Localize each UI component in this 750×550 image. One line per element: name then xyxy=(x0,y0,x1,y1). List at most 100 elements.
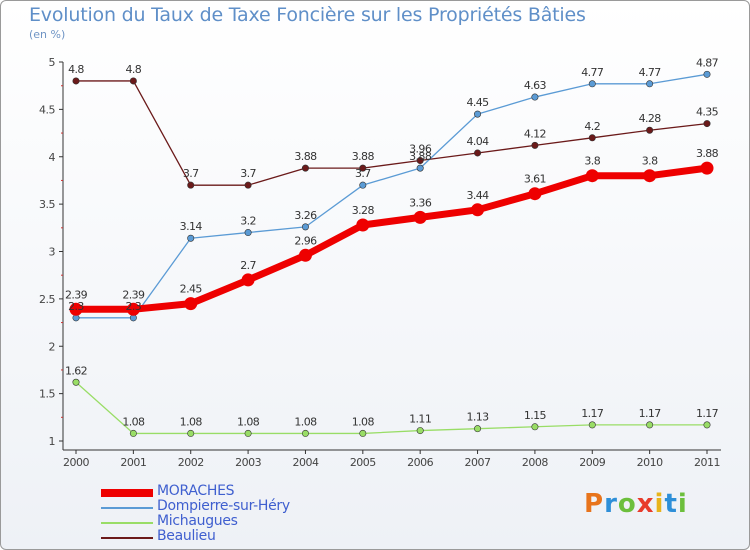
point-dompierre-sur-h-ry xyxy=(244,229,252,237)
data-label-michaugues: 1.62 xyxy=(65,364,87,377)
point-beaulieu xyxy=(703,120,711,128)
series-moraches xyxy=(69,161,714,316)
point-beaulieu xyxy=(129,77,137,85)
legend-item-moraches: MORACHES xyxy=(101,483,361,500)
x-tick-label: 2000 xyxy=(63,456,89,469)
data-label-michaugues: 1.08 xyxy=(352,415,375,428)
data-label-dompierre-sur-h-ry: 3.26 xyxy=(294,209,317,222)
data-label-moraches: 2.39 xyxy=(65,288,88,301)
point-beaulieu xyxy=(646,126,654,134)
point-michaugues xyxy=(646,421,654,429)
data-label-dompierre-sur-h-ry: 2.3 xyxy=(68,300,84,313)
data-label-michaugues: 1.08 xyxy=(180,415,203,428)
proxiti-logo: Proxiti xyxy=(584,489,688,519)
axes: 1 1.5 2 2.5 3 3.5 4 4.5 5 2000 2001 2002 2003 2004 200… xyxy=(39,56,721,469)
point-moraches xyxy=(528,187,542,201)
y-tick-label: 3 xyxy=(49,246,56,259)
series-dompierre-sur-h-ry xyxy=(72,70,711,322)
y-tick-label: 2.5 xyxy=(39,293,55,306)
data-label-michaugues: 1.08 xyxy=(122,415,145,428)
legend-label-dompierre: Dompierre-sur-Héry xyxy=(157,498,290,514)
x-tick-label: 2002 xyxy=(178,456,204,469)
data-label-beaulieu: 3.7 xyxy=(183,167,199,180)
point-beaulieu xyxy=(588,134,596,142)
legend-swatch-moraches xyxy=(101,488,153,497)
data-label-dompierre-sur-h-ry: 4.63 xyxy=(524,79,547,92)
data-label-michaugues: 1.08 xyxy=(294,415,317,428)
y-tick-label: 4 xyxy=(49,151,56,164)
point-dompierre-sur-h-ry xyxy=(474,110,482,118)
legend-label-beaulieu: Beaulieu xyxy=(157,528,216,544)
y-tick-label: 3.5 xyxy=(39,198,55,211)
data-label-moraches: 3.36 xyxy=(409,196,432,209)
y-tick-label: 1 xyxy=(49,435,56,448)
x-tick-label: 2010 xyxy=(637,456,663,469)
data-label-michaugues: 1.11 xyxy=(409,413,431,426)
series-line-michaugues xyxy=(75,381,708,435)
data-label-michaugues: 1.15 xyxy=(524,409,547,422)
point-michaugues xyxy=(129,429,137,437)
point-michaugues xyxy=(359,429,367,437)
logo-letter: i xyxy=(654,489,665,519)
legend-swatch-dompierre xyxy=(101,506,153,509)
y-tick-label: 2 xyxy=(49,340,56,353)
data-label-michaugues: 1.17 xyxy=(639,407,662,420)
legend-swatch-michaugues xyxy=(101,521,153,524)
point-michaugues xyxy=(531,423,539,431)
y-tick-label: 1.5 xyxy=(39,388,55,401)
data-label-michaugues: 1.17 xyxy=(696,407,719,420)
data-label-dompierre-sur-h-ry: 3.7 xyxy=(355,167,371,180)
data-labels: 4.8 4.83.7 3.73.88 3.883.964.044.124.24.284… xyxy=(65,56,719,428)
legend-item-beaulieu: Beaulieu xyxy=(101,528,361,545)
data-label-dompierre-sur-h-ry: 4.77 xyxy=(639,66,662,79)
point-moraches xyxy=(241,273,255,287)
data-label-moraches: 2.96 xyxy=(294,234,317,247)
series-michaugues xyxy=(72,378,711,437)
legend-item-dompierre: Dompierre-sur-Héry xyxy=(101,498,361,515)
x-tick-label: 2007 xyxy=(465,456,491,469)
x-tick-label: 2006 xyxy=(407,456,433,469)
point-michaugues xyxy=(187,429,195,437)
point-moraches xyxy=(700,161,714,175)
logo-letter: i xyxy=(677,489,688,519)
chart-title: Evolution du Taux de Taxe Foncière sur l… xyxy=(29,4,586,26)
data-label-michaugues: 1.17 xyxy=(581,407,604,420)
point-beaulieu xyxy=(244,181,252,189)
point-michaugues xyxy=(72,378,80,386)
data-label-beaulieu: 4.12 xyxy=(524,127,546,140)
point-moraches xyxy=(69,302,83,316)
y-unit-label: (en %) xyxy=(29,28,66,41)
data-label-dompierre-sur-h-ry: 3.14 xyxy=(180,220,203,233)
y-tick-label: 5 xyxy=(49,56,56,69)
data-label-dompierre-sur-h-ry: 4.87 xyxy=(696,56,719,69)
data-label-beaulieu: 4.04 xyxy=(466,135,489,148)
point-beaulieu xyxy=(474,149,482,157)
logo-letter: r xyxy=(604,489,618,519)
legend-label-moraches: MORACHES xyxy=(157,483,235,499)
data-label-beaulieu: 4.35 xyxy=(696,106,719,119)
legend-swatch-beaulieu xyxy=(101,536,153,539)
data-label-dompierre-sur-h-ry: 3.88 xyxy=(409,150,432,163)
point-dompierre-sur-h-ry xyxy=(588,80,596,88)
point-dompierre-sur-h-ry xyxy=(301,223,309,231)
x-tick-label: 2011 xyxy=(694,456,720,469)
logo-letter: P xyxy=(584,489,605,519)
series-layer xyxy=(69,70,714,437)
point-moraches xyxy=(471,203,485,217)
point-michaugues xyxy=(703,421,711,429)
series-line-beaulieu xyxy=(75,80,708,186)
point-beaulieu xyxy=(359,164,367,172)
point-moraches xyxy=(585,169,599,183)
point-michaugues xyxy=(416,427,424,435)
point-beaulieu xyxy=(187,181,195,189)
data-label-moraches: 3.88 xyxy=(696,147,719,160)
point-dompierre-sur-h-ry xyxy=(531,93,539,101)
point-michaugues xyxy=(588,421,596,429)
point-michaugues xyxy=(474,425,482,433)
series-line-dompierre-sur-h-ry xyxy=(75,73,708,319)
legend-label-michaugues: Michaugues xyxy=(157,513,238,529)
data-label-moraches: 3.28 xyxy=(352,204,375,217)
x-tick-label: 2008 xyxy=(522,456,548,469)
x-tick-label: 2003 xyxy=(235,456,261,469)
data-label-beaulieu: 3.88 xyxy=(352,150,375,163)
